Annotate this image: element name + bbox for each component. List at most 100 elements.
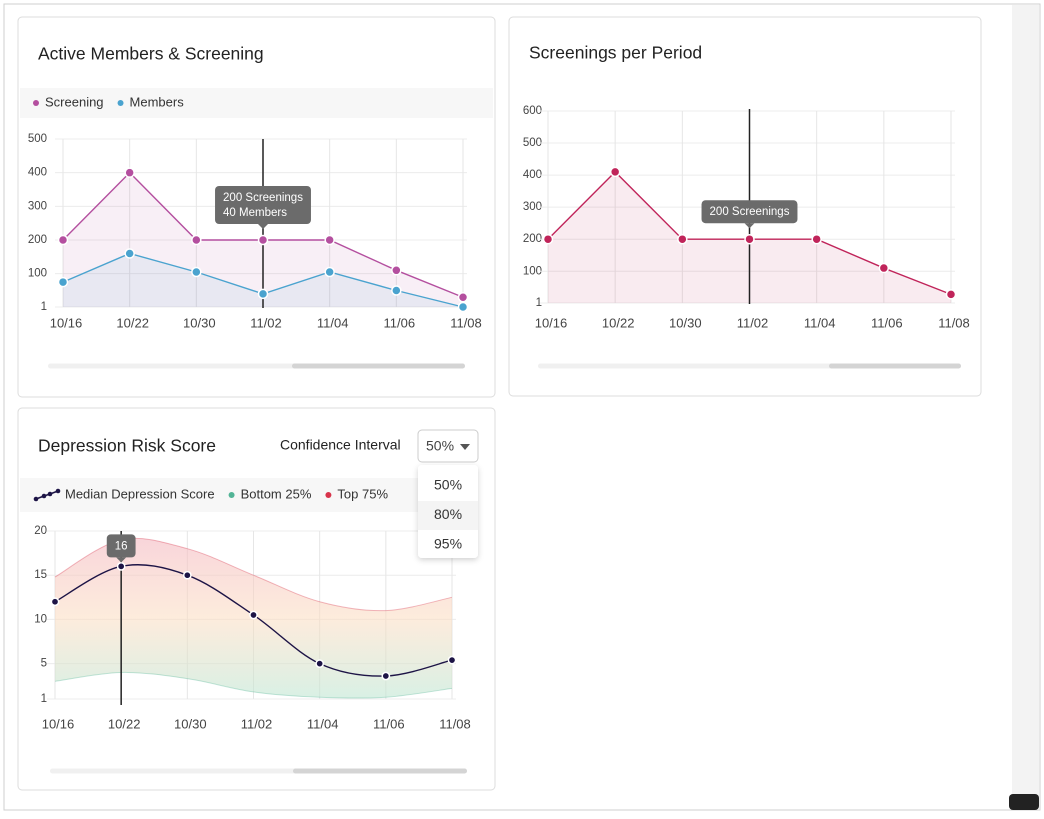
- x-tick-label: 10/16: [535, 315, 568, 330]
- data-point: [257, 288, 269, 300]
- data-point: [391, 265, 402, 276]
- y-tick-label: 400: [523, 169, 542, 181]
- tooltip: 200 Screenings: [701, 200, 798, 229]
- legend-dot: [117, 100, 124, 106]
- tooltip-box: [701, 200, 798, 224]
- dropdown-option[interactable]: 95%: [434, 536, 462, 552]
- dropdown-option[interactable]: 80%: [434, 506, 462, 522]
- x-tick-label: 11/02: [737, 315, 769, 330]
- y-tick-label: 1: [41, 693, 47, 705]
- data-point: [324, 266, 335, 278]
- legend-dot: [325, 492, 332, 498]
- data-point: [182, 570, 192, 580]
- tooltip: 16: [106, 534, 136, 563]
- legend-icon-dot: [55, 488, 61, 494]
- tooltip-box: [106, 534, 136, 558]
- data-point: [609, 166, 621, 178]
- dropdown-option[interactable]: 50%: [434, 477, 462, 493]
- series-area: [63, 253, 463, 307]
- select-box[interactable]: [417, 429, 479, 463]
- data-point: [191, 266, 202, 278]
- x-tick-label: 11/02: [241, 716, 273, 731]
- x-tick-label: 11/08: [938, 315, 970, 330]
- legend-label: Screening: [45, 94, 104, 109]
- legend-label: Median Depression Score: [65, 486, 215, 501]
- x-tick-label: 11/06: [384, 315, 416, 330]
- data-point: [878, 262, 890, 274]
- legend-icon: [35, 490, 59, 500]
- legend-label: Bottom 25%: [241, 486, 312, 501]
- chart-title: Depression Risk Score: [38, 436, 216, 456]
- legend-label: Members: [130, 94, 185, 109]
- y-tick-label: 300: [523, 201, 542, 213]
- legend-bar: [20, 88, 493, 118]
- data-point: [50, 597, 60, 607]
- y-tick-label: 300: [28, 200, 47, 212]
- y-tick-label: 600: [523, 105, 542, 117]
- data-point: [945, 289, 957, 300]
- y-tick-label: 1: [41, 301, 47, 313]
- series-area: [548, 171, 951, 303]
- y-tick-label: 500: [28, 133, 47, 145]
- y-tick-label: 20: [34, 525, 47, 537]
- y-tick-label: 15: [34, 569, 47, 581]
- y-tick-label: 400: [28, 167, 47, 179]
- x-tick-label: 11/04: [804, 315, 836, 330]
- corner-button[interactable]: [1009, 794, 1039, 810]
- x-tick-label: 10/22: [602, 315, 635, 330]
- data-point: [124, 248, 135, 259]
- tooltip-arrow: [744, 223, 755, 229]
- x-tick-label: 10/30: [669, 315, 702, 330]
- chart-title: Screenings per Period: [529, 43, 702, 63]
- x-tick-label: 10/16: [42, 716, 75, 731]
- legend-dot: [228, 492, 235, 498]
- x-tick-label: 10/30: [174, 716, 207, 731]
- x-tick-label: 11/04: [307, 716, 339, 731]
- y-tick-label: 100: [523, 265, 542, 277]
- y-tick-label: 5: [41, 658, 47, 670]
- x-tick-label: 11/08: [439, 716, 471, 731]
- data-point: [542, 233, 554, 245]
- data-point: [677, 233, 688, 245]
- data-point: [391, 285, 402, 296]
- x-tick-label: 11/06: [871, 315, 903, 330]
- data-point: [249, 610, 258, 620]
- data-point: [57, 234, 69, 246]
- scroll-thumb[interactable]: [829, 363, 961, 369]
- legend-dot: [33, 100, 39, 106]
- chart-title: Active Members & Screening: [38, 44, 264, 64]
- x-tick-label: 10/16: [50, 315, 83, 330]
- y-tick-label: 200: [28, 234, 47, 246]
- legend-bar: [20, 478, 418, 512]
- data-point: [57, 276, 69, 288]
- x-tick-label: 11/02: [250, 315, 282, 330]
- legend-label: Top 75%: [337, 486, 388, 501]
- tooltip-text: 200 Screenings: [223, 192, 303, 204]
- tooltip-arrow: [258, 224, 268, 230]
- scroll-thumb[interactable]: [292, 363, 465, 369]
- tooltip-text: 200 Screenings: [710, 206, 790, 218]
- x-tick-label: 10/30: [183, 315, 216, 330]
- x-tick-label: 11/04: [317, 315, 349, 330]
- scroll-thumb[interactable]: [293, 768, 467, 774]
- x-tick-label: 10/22: [108, 716, 141, 731]
- y-tick-label: 10: [34, 613, 47, 625]
- y-tick-label: 500: [523, 137, 542, 149]
- data-point: [315, 659, 325, 668]
- legend-icon-dot: [47, 491, 53, 497]
- series-area: [63, 172, 463, 307]
- control-label: Confidence Interval: [280, 437, 401, 453]
- x-tick-label: 11/08: [450, 315, 482, 330]
- tooltip-arrow: [116, 557, 127, 563]
- select-caret[interactable]: [460, 444, 470, 450]
- tooltip-text: 16: [115, 540, 128, 552]
- data-point: [811, 233, 822, 245]
- data-point: [447, 655, 457, 665]
- data-point: [124, 167, 135, 178]
- select-value[interactable]: 50%: [426, 438, 454, 454]
- data-point: [116, 562, 126, 571]
- data-point: [744, 233, 755, 245]
- data-point: [457, 301, 469, 313]
- x-tick-label: 10/22: [116, 315, 149, 330]
